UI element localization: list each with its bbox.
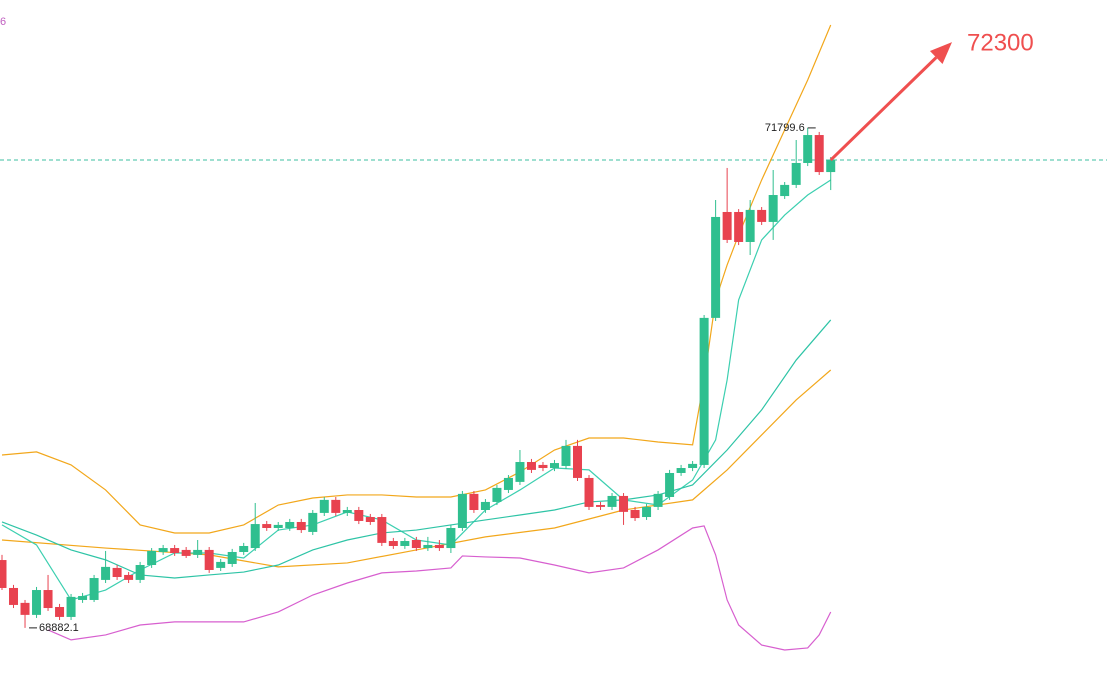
candle-body — [803, 135, 813, 163]
candle-body — [9, 587, 19, 605]
candle-body — [78, 596, 88, 600]
candle-body — [780, 184, 790, 197]
indicator-line — [1, 369, 832, 568]
candle-body — [170, 548, 180, 554]
candle-body — [722, 211, 732, 240]
candle-body — [757, 209, 767, 222]
candle-body — [665, 472, 675, 497]
candle-body — [0, 560, 7, 588]
candle-body — [181, 549, 191, 556]
candle-body — [734, 211, 744, 242]
corner-label: 6 — [0, 16, 6, 28]
candle-body — [331, 499, 341, 513]
candle-body — [826, 160, 836, 173]
candle-body — [308, 512, 318, 532]
candle-body — [446, 527, 456, 549]
candle-body — [653, 493, 663, 507]
candle-body — [676, 468, 686, 473]
candle-body — [411, 539, 421, 549]
candle-body — [135, 565, 145, 580]
candle-body — [193, 549, 203, 555]
candle-body — [342, 510, 352, 513]
candle-body — [204, 549, 214, 570]
indicator-line — [1, 179, 832, 601]
target-arrow — [829, 56, 938, 162]
candle-body — [124, 574, 134, 580]
candle-body — [101, 566, 111, 580]
candle-body — [434, 544, 444, 549]
high-label: 71799.6 — [765, 122, 805, 134]
candle-body — [607, 495, 617, 507]
candle-body — [55, 606, 65, 617]
candle-body — [319, 499, 329, 513]
low-label: 68882.1 — [39, 622, 79, 634]
candle-body — [480, 501, 490, 510]
candle-body — [573, 445, 582, 478]
candle-body — [89, 578, 99, 600]
candle-body — [596, 505, 606, 507]
candle-body — [365, 517, 375, 522]
indicator-line — [47, 525, 832, 651]
candle-body — [227, 551, 237, 564]
candle-body — [388, 541, 398, 546]
candle-body — [619, 495, 629, 512]
candle-body — [296, 521, 306, 531]
indicator-line — [1, 24, 832, 534]
candle-body — [492, 487, 502, 502]
candle-body — [400, 541, 410, 546]
candle-body — [377, 517, 387, 543]
candle-body — [745, 209, 755, 242]
candle-body — [469, 493, 479, 510]
candle-body — [216, 561, 226, 568]
candle-body — [273, 524, 283, 528]
candle-body — [285, 521, 295, 528]
candle-body — [32, 590, 42, 615]
candle-body — [250, 524, 260, 549]
candle-body — [112, 567, 122, 578]
candle-body — [688, 463, 698, 469]
candle-body — [584, 477, 594, 507]
candle-body — [538, 464, 548, 469]
candle-body — [158, 548, 168, 552]
candle-body — [262, 524, 272, 528]
candle-body — [503, 477, 513, 490]
candle-body — [515, 462, 525, 482]
candle-body — [20, 602, 30, 615]
candle-body — [699, 317, 709, 465]
candle-body — [354, 510, 364, 521]
candle-body — [630, 510, 640, 519]
target-arrow-head — [929, 42, 952, 64]
candle-body — [561, 445, 571, 466]
candle-body — [526, 462, 536, 470]
candle-body — [549, 463, 559, 469]
candle-body — [768, 195, 778, 222]
candle-body — [711, 216, 721, 318]
candle-body — [43, 590, 53, 609]
candle-body — [239, 545, 249, 552]
candle-body — [642, 506, 652, 518]
candle-body — [457, 493, 467, 528]
candle-body — [147, 550, 157, 566]
target-label: 72300 — [967, 30, 1034, 57]
candle-body — [66, 596, 76, 617]
candle-body — [814, 135, 824, 173]
candle-body — [423, 544, 433, 549]
candle-body — [791, 162, 801, 185]
